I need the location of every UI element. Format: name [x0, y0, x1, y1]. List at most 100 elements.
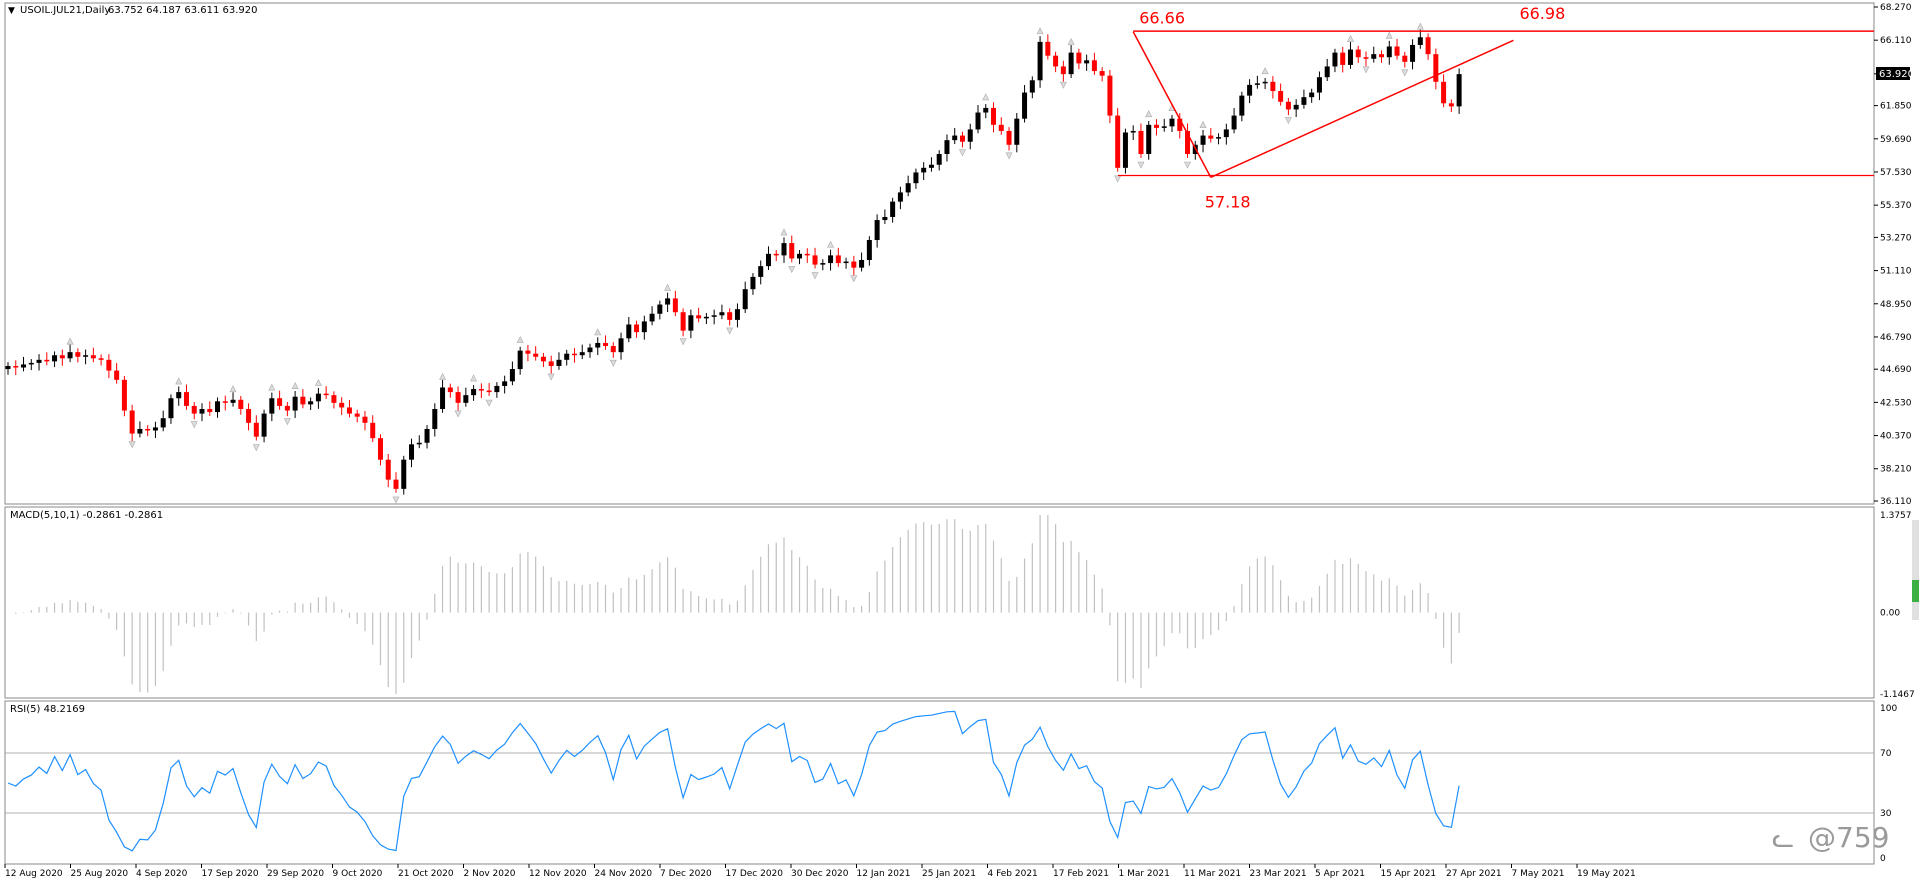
- price-tick-label: 55.370: [1880, 201, 1912, 211]
- price-tick-label: 59.690: [1880, 135, 1912, 145]
- candle-body: [1363, 57, 1369, 59]
- candle-body: [463, 395, 469, 403]
- fractal-up-marker: [66, 337, 74, 345]
- price-tick-label: 40.370: [1880, 432, 1912, 442]
- candle-body: [1169, 118, 1175, 127]
- candle-body: [1441, 81, 1447, 104]
- current-price-label: 63.920: [1879, 69, 1914, 80]
- x-tick-label: 12 Jan 2021: [857, 869, 911, 879]
- fractal-up-marker: [268, 383, 276, 391]
- candle-body: [106, 359, 112, 371]
- candle-body: [1448, 103, 1454, 107]
- fractal-down-marker: [283, 418, 291, 426]
- candle-body: [1107, 75, 1113, 116]
- x-tick-label: 25 Aug 2020: [71, 869, 129, 879]
- price-tick-label: 53.270: [1880, 233, 1912, 243]
- candle-body: [618, 338, 624, 353]
- candle-body: [137, 428, 143, 434]
- candle-body: [1410, 44, 1416, 62]
- x-tick-label: 21 Oct 2020: [398, 869, 454, 879]
- candle-body: [905, 183, 911, 193]
- candle-body: [758, 266, 764, 277]
- x-tick-label: 17 Sep 2020: [202, 869, 259, 879]
- candle-body: [277, 398, 283, 406]
- candle-body: [284, 405, 290, 411]
- candle-body: [1200, 135, 1206, 145]
- candle-body: [509, 369, 515, 382]
- macd-layer: [15, 515, 1460, 694]
- fractal-up-marker: [439, 372, 447, 380]
- candle-body: [67, 352, 73, 359]
- x-tick-label: 24 Nov 2020: [595, 869, 653, 879]
- candle-body: [502, 381, 508, 386]
- candle-body: [1278, 91, 1284, 102]
- candle-body: [1433, 54, 1439, 82]
- fractal-down-marker: [1284, 117, 1292, 125]
- candle-body: [936, 154, 942, 165]
- candle-body: [1402, 55, 1408, 62]
- candle-body: [1138, 130, 1144, 155]
- candle-body: [665, 298, 671, 305]
- price-tick-label: 38.210: [1880, 465, 1912, 475]
- candle-body: [121, 379, 127, 411]
- scrollbar-track[interactable]: [1912, 520, 1919, 620]
- candle-body: [1425, 37, 1431, 55]
- fractal-down-marker: [1401, 69, 1409, 77]
- fractal-up-marker: [1416, 22, 1424, 30]
- candle-body: [308, 401, 314, 405]
- rsi-tick-label: 30: [1880, 809, 1892, 819]
- candle-body: [1022, 92, 1028, 119]
- drop-line: [1132, 31, 1212, 178]
- macd-tick-label: 0.00: [1880, 609, 1900, 619]
- price-tick-label: 48.950: [1880, 300, 1912, 310]
- x-tick-label: 17 Dec 2020: [726, 869, 784, 879]
- uptrend-line: [1210, 39, 1514, 179]
- fractal-down-marker: [609, 359, 617, 367]
- candle-body: [114, 370, 120, 380]
- fractal-up-marker: [470, 374, 478, 382]
- price-tick-label: 36.110: [1880, 497, 1912, 507]
- candle-body: [1084, 60, 1090, 64]
- price-layer: [5, 22, 1462, 504]
- candle-body: [928, 164, 934, 168]
- candle-body: [1285, 101, 1291, 110]
- candle-body: [176, 392, 182, 399]
- candle-body: [1309, 92, 1315, 98]
- candle-body: [804, 253, 810, 256]
- candle-body: [1006, 130, 1012, 145]
- candle-body: [874, 220, 880, 241]
- x-tick-label: 15 Apr 2021: [1381, 869, 1437, 879]
- fractal-down-marker: [547, 373, 555, 381]
- candle-body: [975, 112, 981, 130]
- x-tick-label: 4 Feb 2021: [988, 869, 1038, 879]
- fractal-down-marker: [392, 496, 400, 504]
- candle-body: [851, 261, 857, 268]
- scrollbar-thumb[interactable]: [1912, 580, 1919, 602]
- fractal-down-marker: [811, 272, 819, 280]
- candle-body: [727, 312, 733, 320]
- fractal-down-marker: [454, 410, 462, 418]
- candle-body: [362, 416, 368, 423]
- rsi-panel-frame: [4, 700, 1875, 865]
- fractal-up-marker: [314, 378, 322, 386]
- candle-body: [1130, 130, 1136, 133]
- price-panel-frame: [4, 2, 1875, 505]
- candle-body: [199, 408, 205, 414]
- fractal-up-marker: [1036, 27, 1044, 35]
- candle-body: [385, 459, 391, 480]
- candle-body: [688, 315, 694, 331]
- candle-body: [1091, 60, 1097, 72]
- candle-body: [393, 479, 399, 489]
- candle-body: [649, 313, 655, 322]
- candle-body: [571, 353, 577, 356]
- fractal-up-marker: [1385, 31, 1393, 39]
- chart-header-icon: ▼: [8, 6, 15, 16]
- fractal-down-marker: [1184, 161, 1192, 169]
- candle-body: [525, 350, 531, 354]
- candle-body: [75, 352, 81, 357]
- fractal-down-marker: [1362, 66, 1370, 74]
- candle-body: [1122, 132, 1128, 168]
- x-tick-label: 29 Sep 2020: [267, 869, 324, 879]
- candle-body: [882, 216, 888, 221]
- price-tick-label: 68.270: [1880, 3, 1912, 13]
